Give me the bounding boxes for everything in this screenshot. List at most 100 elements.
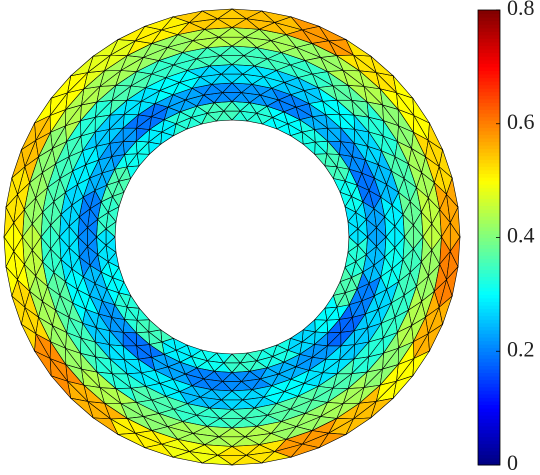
colorbar-swatch: [478, 212, 500, 217]
colorbar-swatch: [478, 290, 500, 295]
colorbar-swatch: [478, 425, 500, 430]
colorbar-swatch: [478, 319, 500, 324]
colorbar-swatch: [478, 130, 500, 135]
colorbar-swatch: [478, 354, 500, 359]
colorbar-swatch: [478, 248, 500, 253]
colorbar-swatch: [478, 191, 500, 196]
colorbar-swatch: [478, 433, 500, 438]
colorbar-swatch: [478, 283, 500, 288]
mesh-triangle: [50, 375, 72, 400]
mesh-triangle: [345, 38, 372, 57]
colorbar-swatch: [478, 322, 500, 327]
colorbar-swatch: [478, 233, 500, 238]
colorbar-swatch: [478, 223, 500, 228]
colorbar-swatch: [478, 63, 500, 68]
colorbar-swatch: [478, 408, 500, 413]
colorbar-swatch: [478, 273, 500, 278]
colorbar-swatch: [478, 418, 500, 423]
colorbar-swatch: [478, 137, 500, 143]
colorbar-swatch: [478, 358, 500, 363]
colorbar-swatch: [478, 276, 500, 281]
colorbar-swatch: [478, 369, 500, 374]
colorbar-swatch: [478, 152, 500, 157]
colorbar-swatch: [478, 255, 500, 260]
colorbar-swatch: [478, 177, 500, 182]
mesh-triangle: [171, 10, 204, 23]
mesh-triangle: [92, 417, 119, 436]
mesh-triangle: [69, 397, 94, 419]
colorbar-swatch: [478, 180, 500, 185]
colorbar-swatch: [478, 105, 500, 111]
colorbar-swatch: [478, 198, 500, 203]
colorbar-swatch: [478, 308, 500, 313]
mesh-triangle: [449, 235, 461, 268]
colorbar-swatch: [478, 415, 500, 420]
colorbar-swatch: [478, 148, 500, 153]
colorbar-swatch: [478, 440, 500, 445]
mesh-triangle: [449, 206, 461, 239]
colorbar-swatch: [478, 184, 500, 189]
colorbar-swatch: [478, 226, 500, 231]
mesh-triangle: [314, 307, 328, 321]
colorbar-swatch: [478, 95, 500, 100]
mesh-triangle: [3, 235, 15, 268]
colorbar-swatch: [478, 436, 500, 441]
colorbar-swatch: [478, 422, 500, 427]
mesh-triangle: [201, 454, 234, 466]
mesh-triangle: [302, 141, 316, 155]
mesh-triangle: [290, 443, 321, 458]
colorbar-swatch: [478, 187, 500, 192]
colorbar-swatch: [478, 219, 500, 224]
mesh-triangle: [136, 153, 150, 167]
colorbar-swatch: [478, 280, 500, 285]
colorbar-tick-label: 0.2: [507, 336, 535, 361]
mesh-triangle: [69, 55, 94, 77]
mesh-triangle: [33, 350, 52, 377]
mesh-triangle: [116, 25, 146, 42]
colorbar-swatch: [478, 297, 500, 302]
colorbar-swatch: [478, 91, 500, 96]
colorbar-swatch: [478, 145, 500, 150]
colorbar-swatch: [478, 404, 500, 409]
colorbar-swatch: [478, 401, 500, 406]
colorbar-swatch: [478, 337, 500, 342]
mesh-triangle: [50, 74, 72, 99]
colorbar-swatch: [478, 98, 500, 103]
colorbar-swatch: [478, 66, 500, 71]
colorbar-swatch: [478, 70, 500, 75]
mesh-triangle: [92, 38, 119, 57]
colorbar-swatch: [478, 49, 500, 54]
colorbar-swatch: [478, 329, 500, 334]
colorbar-swatch: [478, 73, 500, 79]
colorbar-swatch: [478, 344, 500, 349]
mesh-triangle: [260, 10, 293, 23]
colorbar-swatch: [478, 10, 500, 15]
colorbar-swatch: [478, 312, 500, 317]
colorbar-swatch: [478, 429, 500, 434]
colorbar-swatch: [478, 447, 500, 452]
colorbar-swatch: [478, 81, 500, 86]
mesh-triangle: [427, 323, 444, 353]
colorbar-tick-label: 0.8: [507, 0, 535, 20]
colorbar-swatch: [478, 262, 500, 267]
mesh-triangle: [201, 8, 234, 20]
mesh-triangle: [3, 206, 15, 239]
colorbar-swatch: [478, 141, 500, 146]
mesh-triangle: [20, 323, 37, 353]
colorbar-swatch: [478, 194, 500, 199]
colorbar-swatch: [478, 457, 500, 462]
colorbar-swatch: [478, 109, 500, 114]
colorbar-swatch: [478, 41, 500, 47]
colorbar-swatch: [478, 347, 500, 352]
colorbar-swatch: [478, 315, 500, 320]
colorbar-swatch: [478, 265, 500, 270]
colorbar-swatch: [478, 34, 500, 39]
colorbar-swatch: [478, 123, 500, 128]
colorbar-swatch: [478, 372, 500, 377]
colorbar-swatch: [478, 113, 500, 118]
colorbar-swatch: [478, 351, 500, 356]
colorbar-swatch: [478, 159, 500, 164]
colorbar-swatch: [478, 155, 500, 160]
colorbar-swatch: [478, 443, 500, 448]
